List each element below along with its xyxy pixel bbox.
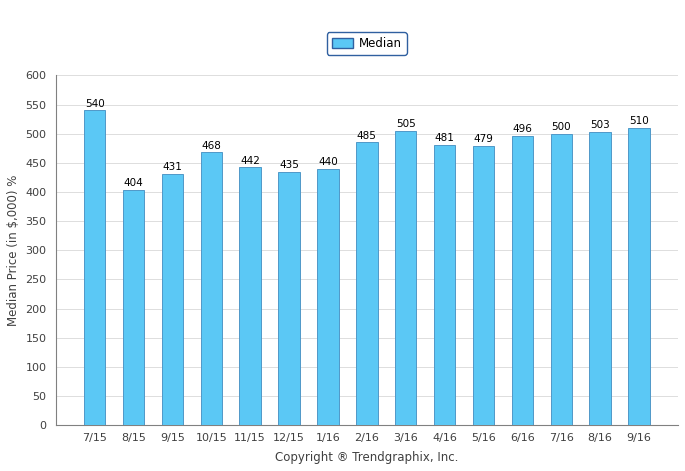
Text: 510: 510: [630, 116, 649, 126]
Text: 503: 503: [590, 120, 610, 130]
Bar: [473, 146, 494, 425]
Text: 431: 431: [162, 162, 182, 172]
Text: 435: 435: [279, 160, 299, 170]
Text: 481: 481: [435, 133, 455, 143]
Bar: [317, 169, 338, 425]
Text: 485: 485: [357, 130, 377, 141]
Bar: [395, 131, 416, 425]
Text: 479: 479: [473, 134, 493, 144]
Text: 500: 500: [551, 122, 571, 132]
Bar: [590, 132, 611, 425]
Bar: [201, 152, 222, 425]
Legend: Median: Median: [327, 32, 407, 55]
Bar: [628, 128, 650, 425]
Text: 404: 404: [124, 178, 143, 188]
Bar: [551, 134, 572, 425]
Text: 505: 505: [396, 119, 416, 129]
Text: 442: 442: [240, 156, 260, 166]
Bar: [240, 168, 261, 425]
Bar: [84, 110, 105, 425]
Bar: [512, 136, 533, 425]
Bar: [356, 142, 377, 425]
Bar: [434, 145, 456, 425]
X-axis label: Copyright ® Trendgraphix, Inc.: Copyright ® Trendgraphix, Inc.: [275, 451, 458, 464]
Bar: [123, 190, 145, 425]
Text: 540: 540: [85, 98, 105, 109]
Y-axis label: Median Price (in $,000) %: Median Price (in $,000) %: [7, 175, 20, 326]
Text: 468: 468: [201, 140, 221, 151]
Text: 440: 440: [318, 157, 338, 167]
Text: 496: 496: [512, 124, 532, 134]
Bar: [278, 171, 300, 425]
Bar: [162, 174, 183, 425]
